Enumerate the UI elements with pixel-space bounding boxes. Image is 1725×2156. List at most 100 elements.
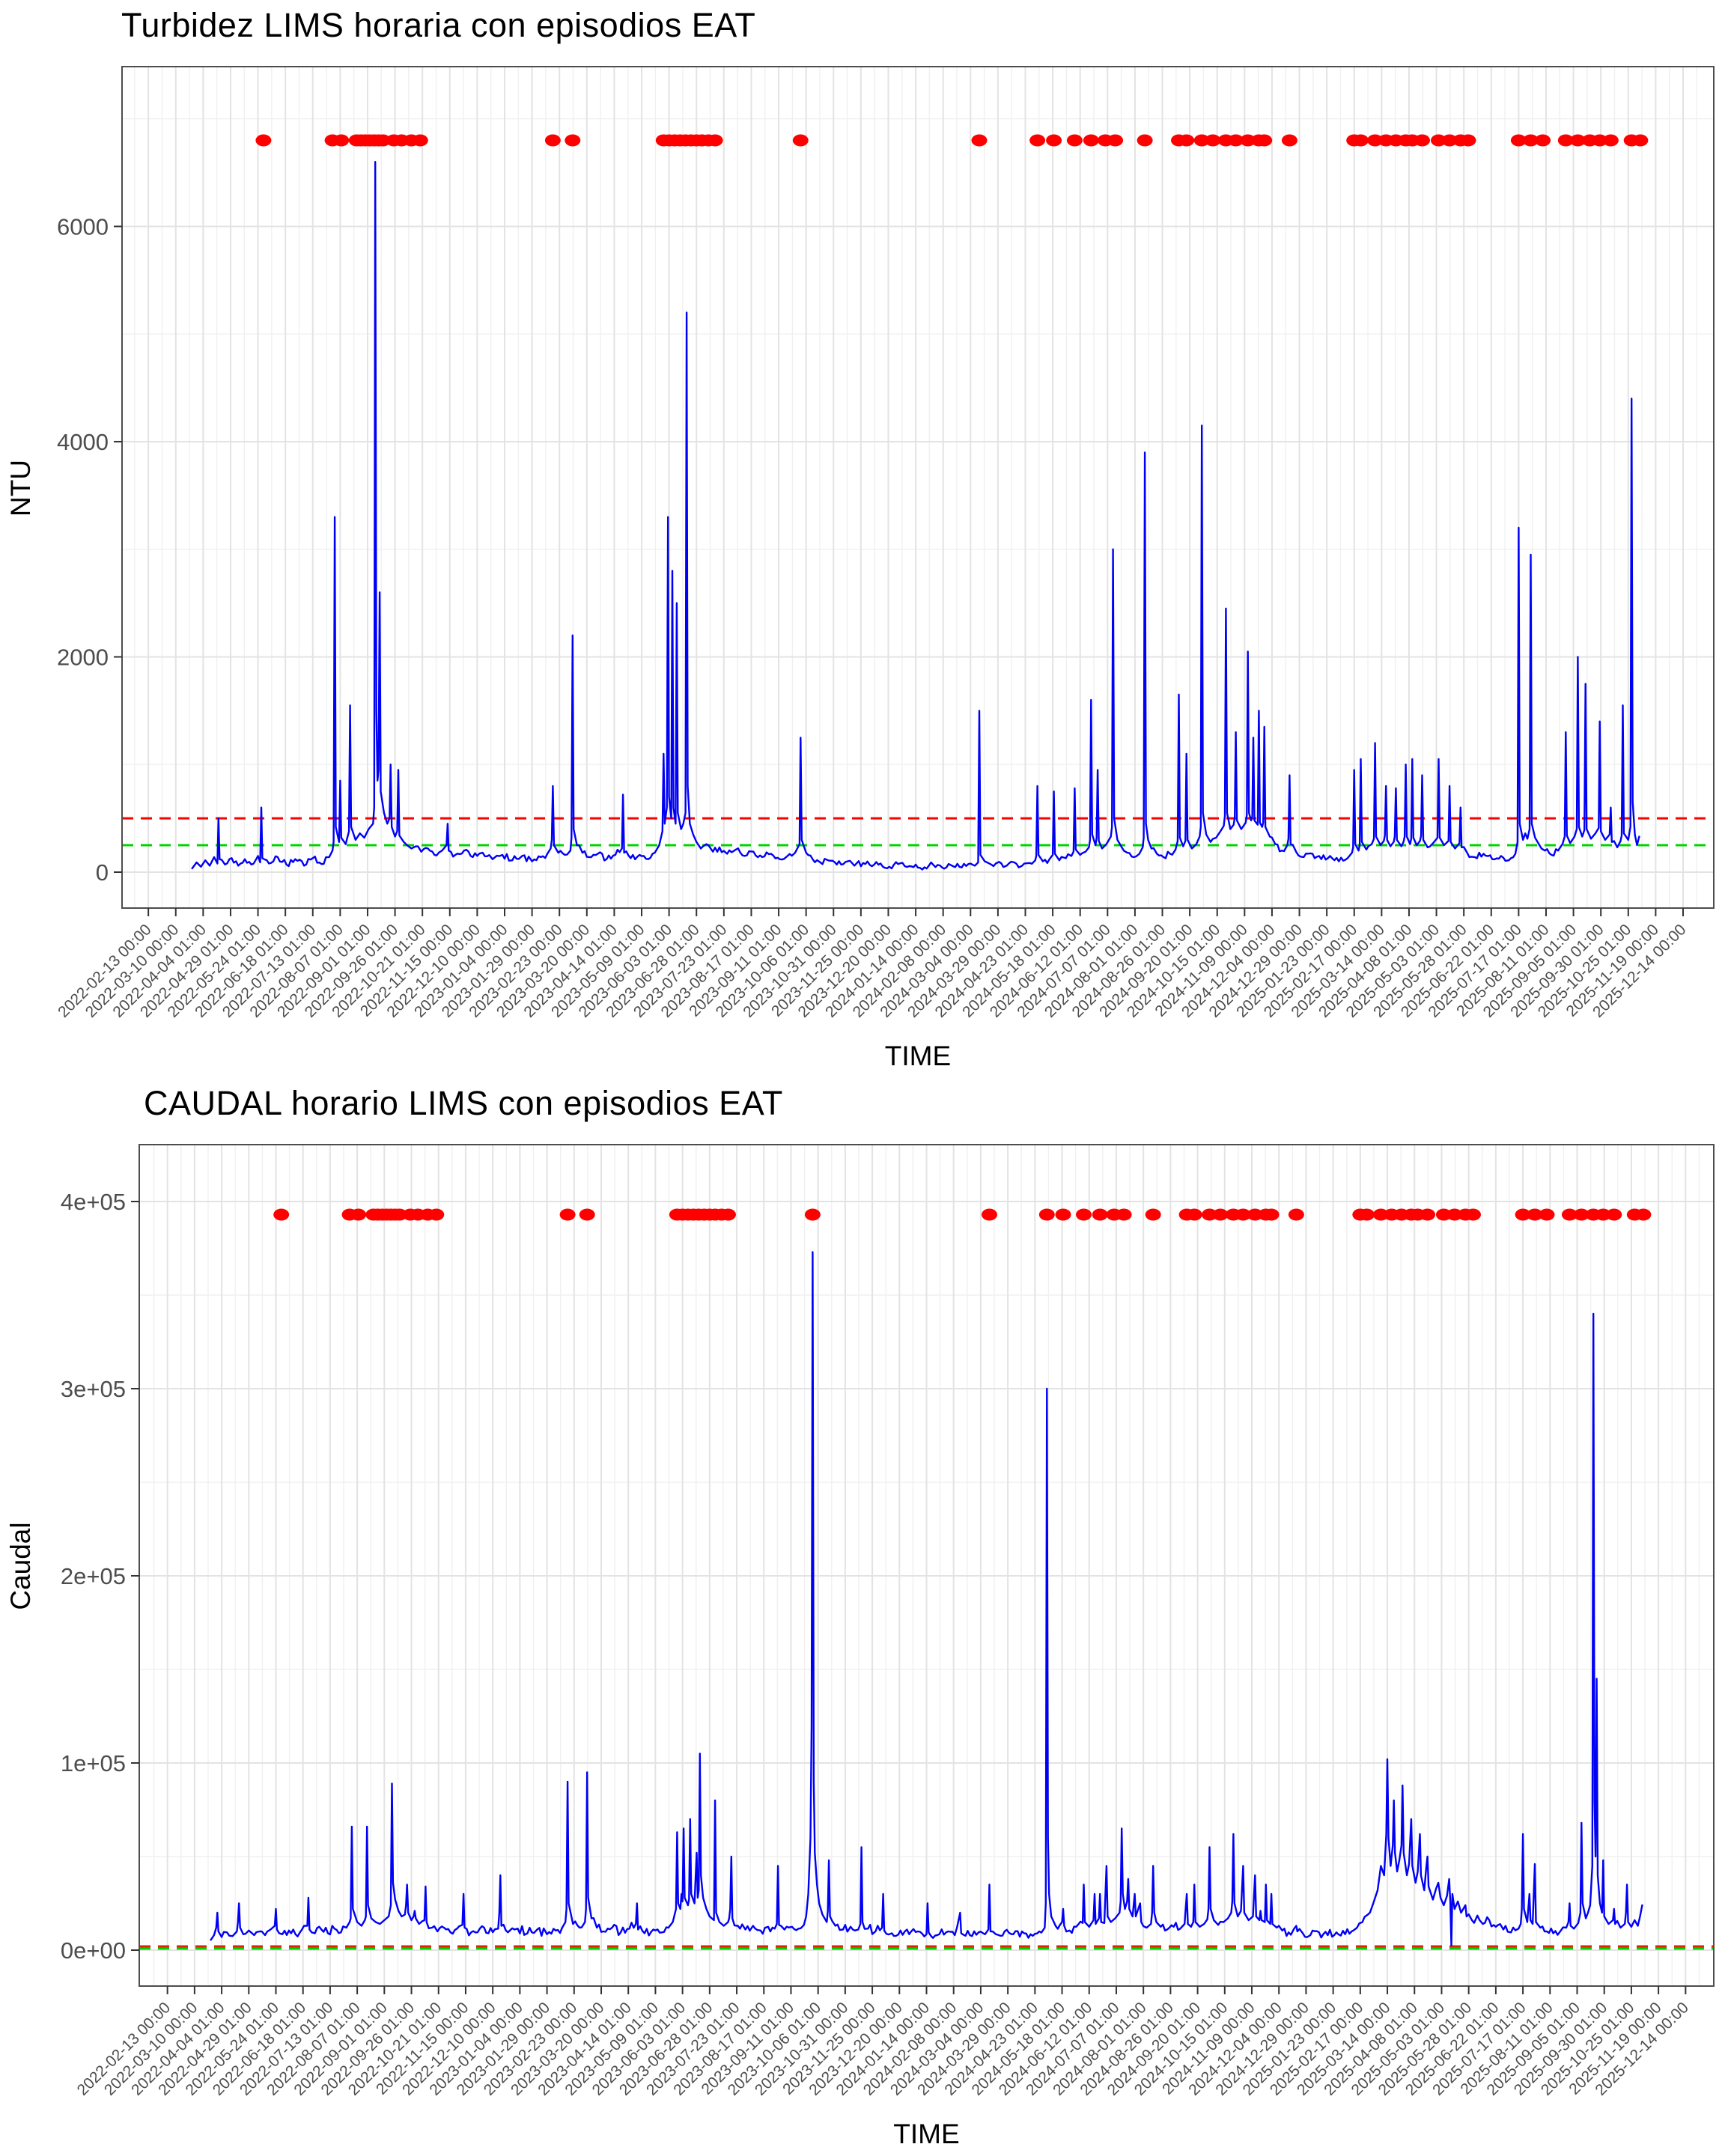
episode-dot <box>1046 134 1062 147</box>
episode-dot <box>1510 134 1527 147</box>
episode-dot <box>1240 134 1256 147</box>
episode-dot <box>375 134 391 147</box>
episode-dot <box>1441 134 1458 147</box>
grid-major <box>122 67 1714 908</box>
episode-dot <box>1145 1208 1161 1221</box>
y-tick-label: 2000 <box>57 644 109 670</box>
episode-dot <box>1263 1208 1280 1221</box>
episode-dot <box>1107 134 1124 147</box>
episode-dot <box>1281 134 1297 147</box>
episode-dot <box>1372 1208 1389 1221</box>
episode-dot <box>559 1208 576 1221</box>
episode-dot <box>1635 1208 1652 1221</box>
episode-dot <box>1592 134 1608 147</box>
episode-dot <box>255 134 272 147</box>
episode-dot <box>1595 1208 1611 1221</box>
episode-dot <box>1178 134 1195 147</box>
episode-dot <box>1055 1208 1071 1221</box>
y-tick-label: 0 <box>96 859 109 886</box>
episode-dot <box>350 1208 367 1221</box>
panel-background <box>122 67 1714 908</box>
episode-dot <box>982 1208 997 1221</box>
episode-dot <box>804 1208 821 1221</box>
episode-dot <box>392 1208 408 1221</box>
episode-dot <box>707 134 723 147</box>
episode-dot <box>333 134 350 147</box>
episode-dot <box>1205 134 1221 147</box>
series-line <box>210 1251 1643 1946</box>
episode-dot <box>1557 134 1574 147</box>
episode-dot <box>1359 1208 1375 1221</box>
episode-dot <box>1569 134 1586 147</box>
episode-dot <box>1116 1208 1132 1221</box>
y-tick-label: 3e+05 <box>61 1376 126 1402</box>
episode-dot <box>1083 134 1099 147</box>
episode-dot <box>544 134 561 147</box>
episode-dot <box>1535 134 1551 147</box>
episode-dot <box>1465 1208 1481 1221</box>
episode-dot <box>1353 134 1369 147</box>
episode-dot <box>1602 134 1619 147</box>
y-tick-label: 4000 <box>57 429 109 455</box>
episode-dot <box>720 1208 736 1221</box>
episode-dot <box>1523 134 1539 147</box>
y-tick-label: 0e+00 <box>61 1937 126 1964</box>
episode-dot <box>1247 1208 1263 1221</box>
y-tick-label: 1e+05 <box>61 1750 126 1776</box>
episode-dot <box>1256 134 1273 147</box>
episode-dot <box>1539 1208 1555 1221</box>
x-axis-title-time-top: TIME <box>884 1041 952 1071</box>
episode-dot <box>1420 1208 1436 1221</box>
episode-dot <box>1288 1208 1304 1221</box>
episode-dot <box>1435 1208 1452 1221</box>
y-axis-title-ntu: NTU <box>5 459 36 517</box>
grid-major <box>139 1145 1714 1986</box>
episode-dot <box>1446 1208 1463 1221</box>
episode-dot <box>1212 1208 1229 1221</box>
episode-dot <box>1573 1208 1589 1221</box>
episode-dot <box>1076 1208 1092 1221</box>
y-tick-label: 6000 <box>57 213 109 240</box>
episode-dot <box>1632 134 1649 147</box>
chart-title-caudal: CAUDAL horario LIMS con episodios EAT <box>144 1084 783 1122</box>
chart-title-turbidez: Turbidez LIMS horaria con episodios EAT <box>121 6 756 44</box>
y-tick-labels: 0 2000 4000 6000 <box>57 213 122 886</box>
grid-minor <box>122 67 1714 908</box>
caudal-chart-section: 2022-02-13 00:00 2022-03-10 00:00 2022-04-… <box>0 1078 1725 2156</box>
episode-dot <box>412 134 428 147</box>
episode-dot <box>1235 1208 1251 1221</box>
episode-dot <box>1515 1208 1531 1221</box>
x-axis-title-time-bottom: TIME <box>893 2119 960 2149</box>
y-tick-label: 2e+05 <box>61 1563 126 1589</box>
episode-dot <box>1367 134 1384 147</box>
episode-dot <box>971 134 988 147</box>
episode-dot <box>1066 134 1083 147</box>
episode-dot <box>1038 1208 1055 1221</box>
episode-dot <box>1527 1208 1543 1221</box>
episode-dot <box>1460 134 1476 147</box>
y-tick-labels: 0e+00 1e+05 2e+05 3e+05 4e+05 <box>61 1189 139 1964</box>
episode-dot <box>1431 134 1446 147</box>
episode-dot <box>1606 1208 1622 1221</box>
episode-dot <box>792 134 809 147</box>
y-tick-label: 4e+05 <box>61 1189 126 1215</box>
episode-dot <box>1029 134 1046 147</box>
episode-dot <box>1414 134 1430 147</box>
episode-dot <box>1202 1208 1217 1221</box>
episode-dot <box>1193 134 1210 147</box>
episode-dot <box>1561 1208 1578 1221</box>
episode-dot <box>273 1208 290 1221</box>
episode-dot <box>1228 134 1244 147</box>
series-line <box>191 161 1640 871</box>
turbidez-chart-section: 2022-02-13 00:00 2022-03-10 00:00 2022-04-… <box>5 6 1715 1071</box>
episode-dots <box>255 134 1649 147</box>
y-axis-title-caudal: Caudal <box>5 1522 36 1610</box>
episode-dot <box>1186 1208 1202 1221</box>
episode-dot <box>1092 1208 1108 1221</box>
episode-dot <box>579 1208 595 1221</box>
episode-dot <box>1137 134 1153 147</box>
